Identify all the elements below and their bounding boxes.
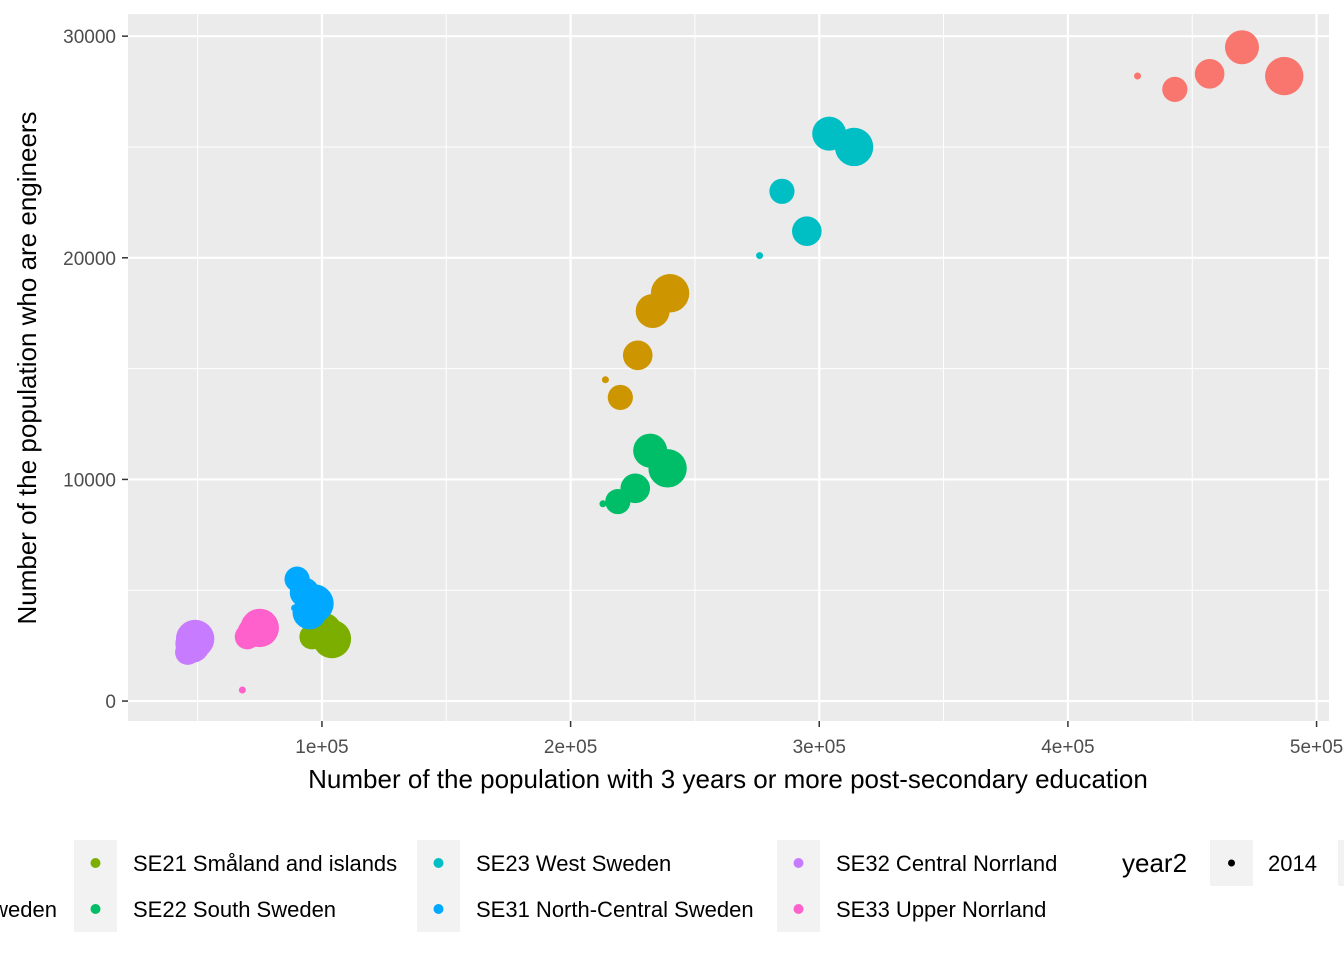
- legend: weden SE21 Småland and islands SE22 South …: [0, 840, 1344, 932]
- data-point: [769, 178, 795, 204]
- legend-label: SE23 West Sweden: [476, 851, 671, 876]
- legend-label: weden: [0, 897, 57, 922]
- data-point: [175, 619, 215, 659]
- size-legend-title: year2: [1122, 848, 1187, 878]
- x-tick-label: 4e+05: [1041, 737, 1094, 758]
- data-point: [1224, 30, 1259, 65]
- legend-key-point: [793, 904, 804, 914]
- data-point: [620, 473, 651, 504]
- y-tick-label: 30000: [63, 27, 116, 48]
- legend-label: SE31 North-Central Sweden: [476, 897, 754, 922]
- data-point: [1162, 76, 1188, 102]
- data-point: [1265, 56, 1304, 96]
- legend-label: SE21 Småland and islands: [133, 851, 397, 876]
- data-point: [650, 274, 690, 313]
- y-axis-ticks: 0 10000 20000 30000: [63, 27, 128, 713]
- legend-key-point: [793, 858, 804, 868]
- data-point: [601, 376, 609, 384]
- data-point: [240, 608, 279, 648]
- data-point: [312, 619, 352, 659]
- y-tick-label: 20000: [63, 249, 116, 270]
- data-points: [175, 30, 1304, 694]
- data-point: [599, 500, 607, 508]
- data-point: [1194, 59, 1225, 89]
- x-axis-ticks: 1e+05 2e+05 3e+05 4e+05 5e+05: [295, 721, 1343, 758]
- data-point: [648, 449, 687, 488]
- data-point: [792, 216, 822, 246]
- x-axis-title: Number of the population with 3 years or…: [308, 764, 1148, 794]
- x-tick-label: 3e+05: [793, 737, 846, 758]
- data-point: [1134, 72, 1142, 80]
- size-legend-key-partial: [1338, 840, 1344, 886]
- minor-gridlines: [128, 14, 1329, 721]
- major-gridlines: [128, 14, 1329, 721]
- legend-key-point: [433, 904, 444, 914]
- x-tick-label: 5e+05: [1290, 737, 1343, 758]
- legend-label: SE32 Central Norrland: [836, 851, 1057, 876]
- y-tick-label: 0: [105, 692, 116, 713]
- legend-key-point: [90, 904, 101, 914]
- data-point: [622, 340, 653, 371]
- legend-label: SE22 South Sweden: [133, 897, 336, 922]
- y-axis-title: Number of the population who are enginee…: [12, 111, 42, 624]
- y-tick-label: 10000: [63, 470, 116, 491]
- data-point: [756, 252, 764, 260]
- data-point: [607, 384, 633, 411]
- data-point: [295, 584, 334, 623]
- data-point: [834, 127, 874, 167]
- legend-label: SE33 Upper Norrland: [836, 897, 1046, 922]
- legend-key-point: [90, 858, 101, 868]
- data-point: [238, 686, 246, 694]
- size-legend-label: 2014: [1268, 851, 1317, 876]
- x-tick-label: 1e+05: [295, 737, 348, 758]
- x-tick-label: 2e+05: [544, 737, 597, 758]
- legend-key-point: [433, 858, 444, 868]
- size-legend-key-point: [1228, 859, 1235, 867]
